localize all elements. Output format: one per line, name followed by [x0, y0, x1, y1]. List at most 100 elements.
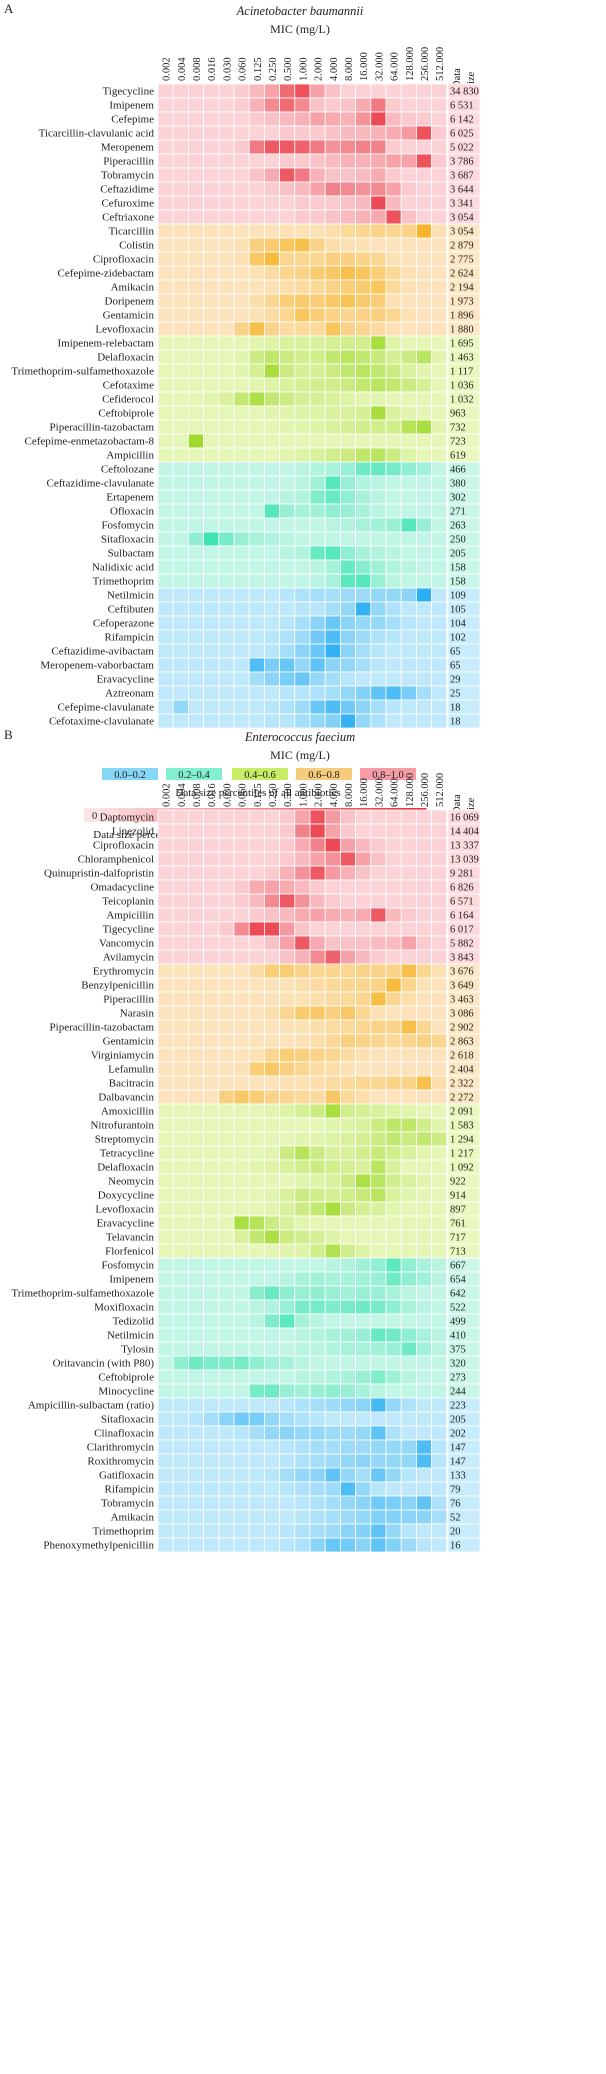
data-size-value: 223	[450, 1401, 466, 1412]
x-tick-label: 0.004	[177, 57, 188, 81]
heatmap-cell	[218, 879, 235, 895]
heatmap-cell	[309, 531, 326, 547]
heatmap-cell	[309, 949, 326, 965]
heatmap-cell	[263, 237, 280, 253]
heatmap-cell	[309, 489, 326, 505]
heatmap-cell	[324, 1523, 341, 1539]
heatmap-cell	[248, 377, 265, 393]
heatmap-cell	[294, 1523, 311, 1539]
heatmap-cell	[218, 1369, 235, 1385]
heatmap-cell	[248, 1369, 265, 1385]
heatmap-cell	[294, 1005, 311, 1021]
heatmap-cell	[187, 1481, 204, 1497]
heatmap-cell	[309, 1103, 326, 1119]
row-label: Streptomycin	[95, 1134, 155, 1146]
data-size-value: 76	[450, 1499, 461, 1510]
heatmap-row: Cefoperazone 104	[93, 615, 481, 631]
heatmap-cell	[279, 1299, 296, 1315]
heatmap-cell	[279, 1425, 296, 1441]
row-label: Meropenem-vaborbactam	[40, 660, 154, 672]
data-size-value: 34 830	[450, 87, 479, 98]
heatmap-cell	[355, 139, 372, 155]
heatmap-cell	[415, 1369, 432, 1385]
heatmap-cell	[385, 335, 402, 351]
x-tick-label: 0.250	[268, 783, 279, 807]
heatmap-cell	[203, 671, 220, 687]
heatmap-row: Amikacin 52	[111, 1509, 481, 1525]
heatmap-cell	[324, 1201, 341, 1217]
heatmap-cell	[400, 1327, 417, 1343]
heatmap-cell	[263, 977, 280, 993]
heatmap-cell	[339, 1341, 356, 1357]
data-size-value: 897	[450, 1205, 466, 1216]
heatmap-cell	[218, 1509, 235, 1525]
heatmap-cell	[157, 657, 174, 673]
heatmap-cell	[324, 1439, 341, 1455]
heatmap-cell	[203, 921, 220, 937]
heatmap-cell	[187, 657, 204, 673]
heatmap-cell	[218, 391, 235, 407]
row-label: Ceftazidime-clavulanate	[47, 478, 155, 490]
heatmap-row: Meropenem 5 022	[101, 139, 481, 155]
heatmap-cell	[279, 1159, 296, 1175]
heatmap-cell	[233, 601, 250, 617]
heatmap-cell	[431, 1243, 448, 1259]
data-size-value: 717	[450, 1233, 466, 1244]
heatmap-cell	[218, 349, 235, 365]
heatmap-cell	[355, 181, 372, 197]
heatmap-cell	[218, 1089, 235, 1105]
heatmap-cell	[385, 405, 402, 421]
heatmap-cell	[218, 671, 235, 687]
heatmap-cell	[324, 1173, 341, 1189]
heatmap-cell	[233, 1299, 250, 1315]
heatmap-cell	[415, 1047, 432, 1063]
heatmap-cell	[263, 419, 280, 435]
heatmap-cell	[370, 1187, 387, 1203]
heatmap-cell	[385, 1257, 402, 1273]
heatmap-cell	[263, 1341, 280, 1357]
heatmap-cell	[203, 1075, 220, 1091]
heatmap-cell	[355, 1075, 372, 1091]
heatmap-cell	[279, 1523, 296, 1539]
x-tick-label: 0.030	[222, 783, 233, 807]
heatmap-cell	[294, 1313, 311, 1329]
heatmap-cell	[263, 391, 280, 407]
row-label: Tigecycline	[102, 86, 154, 98]
row-label: Cefoperazone	[93, 618, 154, 630]
heatmap-cell	[309, 1341, 326, 1357]
heatmap-cell	[385, 1271, 402, 1287]
heatmap-cell	[248, 879, 265, 895]
heatmap-cell	[324, 615, 341, 631]
heatmap-cell	[218, 1173, 235, 1189]
heatmap-cell	[233, 321, 250, 337]
heatmap-cell	[415, 111, 432, 127]
heatmap-cell	[400, 1061, 417, 1077]
legend-bin-label: 0.2–0.4	[178, 770, 210, 781]
heatmap-cell	[263, 587, 280, 603]
heatmap-cell	[415, 1467, 432, 1483]
heatmap-cell	[400, 601, 417, 617]
heatmap-cell	[385, 1509, 402, 1525]
heatmap-cell	[218, 1159, 235, 1175]
heatmap-cell	[400, 447, 417, 463]
heatmap-row: Benzylpenicillin 3 649	[81, 977, 481, 993]
heatmap-cell	[218, 1131, 235, 1147]
x-tick-label: 8.000	[344, 57, 355, 81]
heatmap-cell	[157, 391, 174, 407]
heatmap-cell	[309, 265, 326, 281]
heatmap-cell	[309, 587, 326, 603]
heatmap-cell	[233, 1159, 250, 1175]
heatmap-row: Tedizolid 499	[113, 1313, 481, 1329]
heatmap-cell	[385, 349, 402, 365]
heatmap-cell	[309, 1159, 326, 1175]
heatmap-cell	[203, 503, 220, 519]
heatmap-cell	[324, 643, 341, 659]
heatmap-cell	[309, 1327, 326, 1343]
heatmap-cell	[400, 181, 417, 197]
heatmap-cell	[339, 851, 356, 867]
heatmap-cell	[157, 153, 174, 169]
heatmap-cell	[370, 685, 387, 701]
heatmap-cell	[218, 111, 235, 127]
heatmap-cell	[279, 977, 296, 993]
heatmap-cell	[157, 879, 174, 895]
